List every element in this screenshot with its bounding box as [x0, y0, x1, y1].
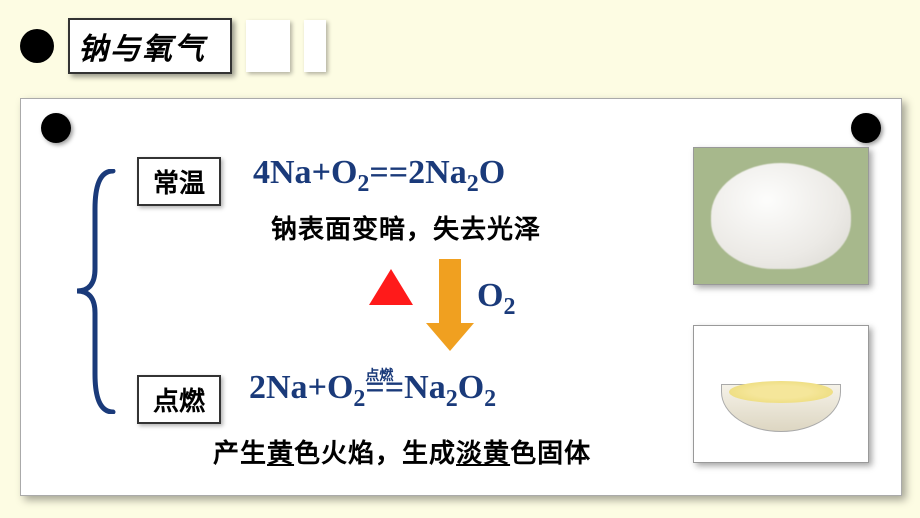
heat-triangle-icon: [369, 269, 413, 305]
eq1-coef1: 4: [253, 154, 270, 191]
d2-u1: 黄: [267, 438, 294, 468]
down-arrow-icon: [439, 259, 474, 351]
eq2-prod: Na: [404, 369, 446, 406]
decorative-box-2: [304, 20, 326, 72]
eq2-prod-sub1: 2: [446, 386, 458, 412]
eq2-r2sub: 2: [353, 386, 365, 412]
eq2-plus: +: [308, 369, 327, 406]
eq2-coef1: 2: [249, 369, 266, 406]
yellow-powder-bowl-icon: [721, 384, 841, 432]
eq2-prod-sub2: 2: [484, 386, 496, 412]
content-panel: 常温 点燃 4Na+O2==2Na2O 钠表面变暗，失去光泽 O2 2Na+O2…: [20, 98, 902, 496]
image-na2o2: [693, 325, 869, 463]
eq1-r2: O: [331, 154, 357, 191]
eq1-r2sub: 2: [357, 171, 369, 197]
o2-sub: 2: [503, 294, 515, 320]
desc-ignite: 产生黄色火焰，生成淡黄色固体: [213, 433, 591, 470]
eq2-cond-above: 点燃: [365, 367, 393, 383]
eq2-r2: O: [327, 369, 353, 406]
arrow-o2-label: O2: [477, 277, 515, 321]
equation-room-temp: 4Na+O2==2Na2O: [253, 154, 505, 198]
eq1-prod: Na: [425, 154, 467, 191]
eq1-eq: ==: [369, 154, 408, 191]
eq1-r1: Na: [270, 154, 312, 191]
header-bullet-icon: [20, 29, 54, 63]
d2-pre: 产生: [213, 438, 267, 468]
condition-room-temp: 常温: [137, 157, 221, 206]
eq2-r1: Na: [266, 369, 308, 406]
brace-bracket-icon: [71, 169, 121, 414]
d2-mid: 色火焰，生成: [294, 438, 456, 468]
image-na2o: [693, 147, 869, 285]
white-powder-icon: [711, 163, 851, 269]
eq2-prod-tail: O: [458, 369, 484, 406]
condition-ignite: 点燃: [137, 375, 221, 424]
d2-u2: 淡黄: [456, 438, 510, 468]
decorative-box-1: [246, 20, 290, 72]
eq1-prod-tail: O: [479, 154, 505, 191]
desc-room-temp: 钠表面变暗，失去光泽: [271, 209, 541, 246]
panel-dot-top-left-icon: [41, 113, 71, 143]
slide-title: 钠与氧气: [68, 18, 232, 74]
o2-text: O: [477, 277, 503, 314]
d2-post: 色固体: [510, 438, 591, 468]
eq1-plus: +: [312, 154, 331, 191]
panel-dot-top-right-icon: [851, 113, 881, 143]
equation-ignite: 2Na+O2点燃==Na2O2: [249, 369, 496, 413]
eq1-prod-sub1: 2: [467, 171, 479, 197]
eq1-rhs-coef: 2: [408, 154, 425, 191]
slide-header: 钠与氧气: [20, 18, 326, 74]
